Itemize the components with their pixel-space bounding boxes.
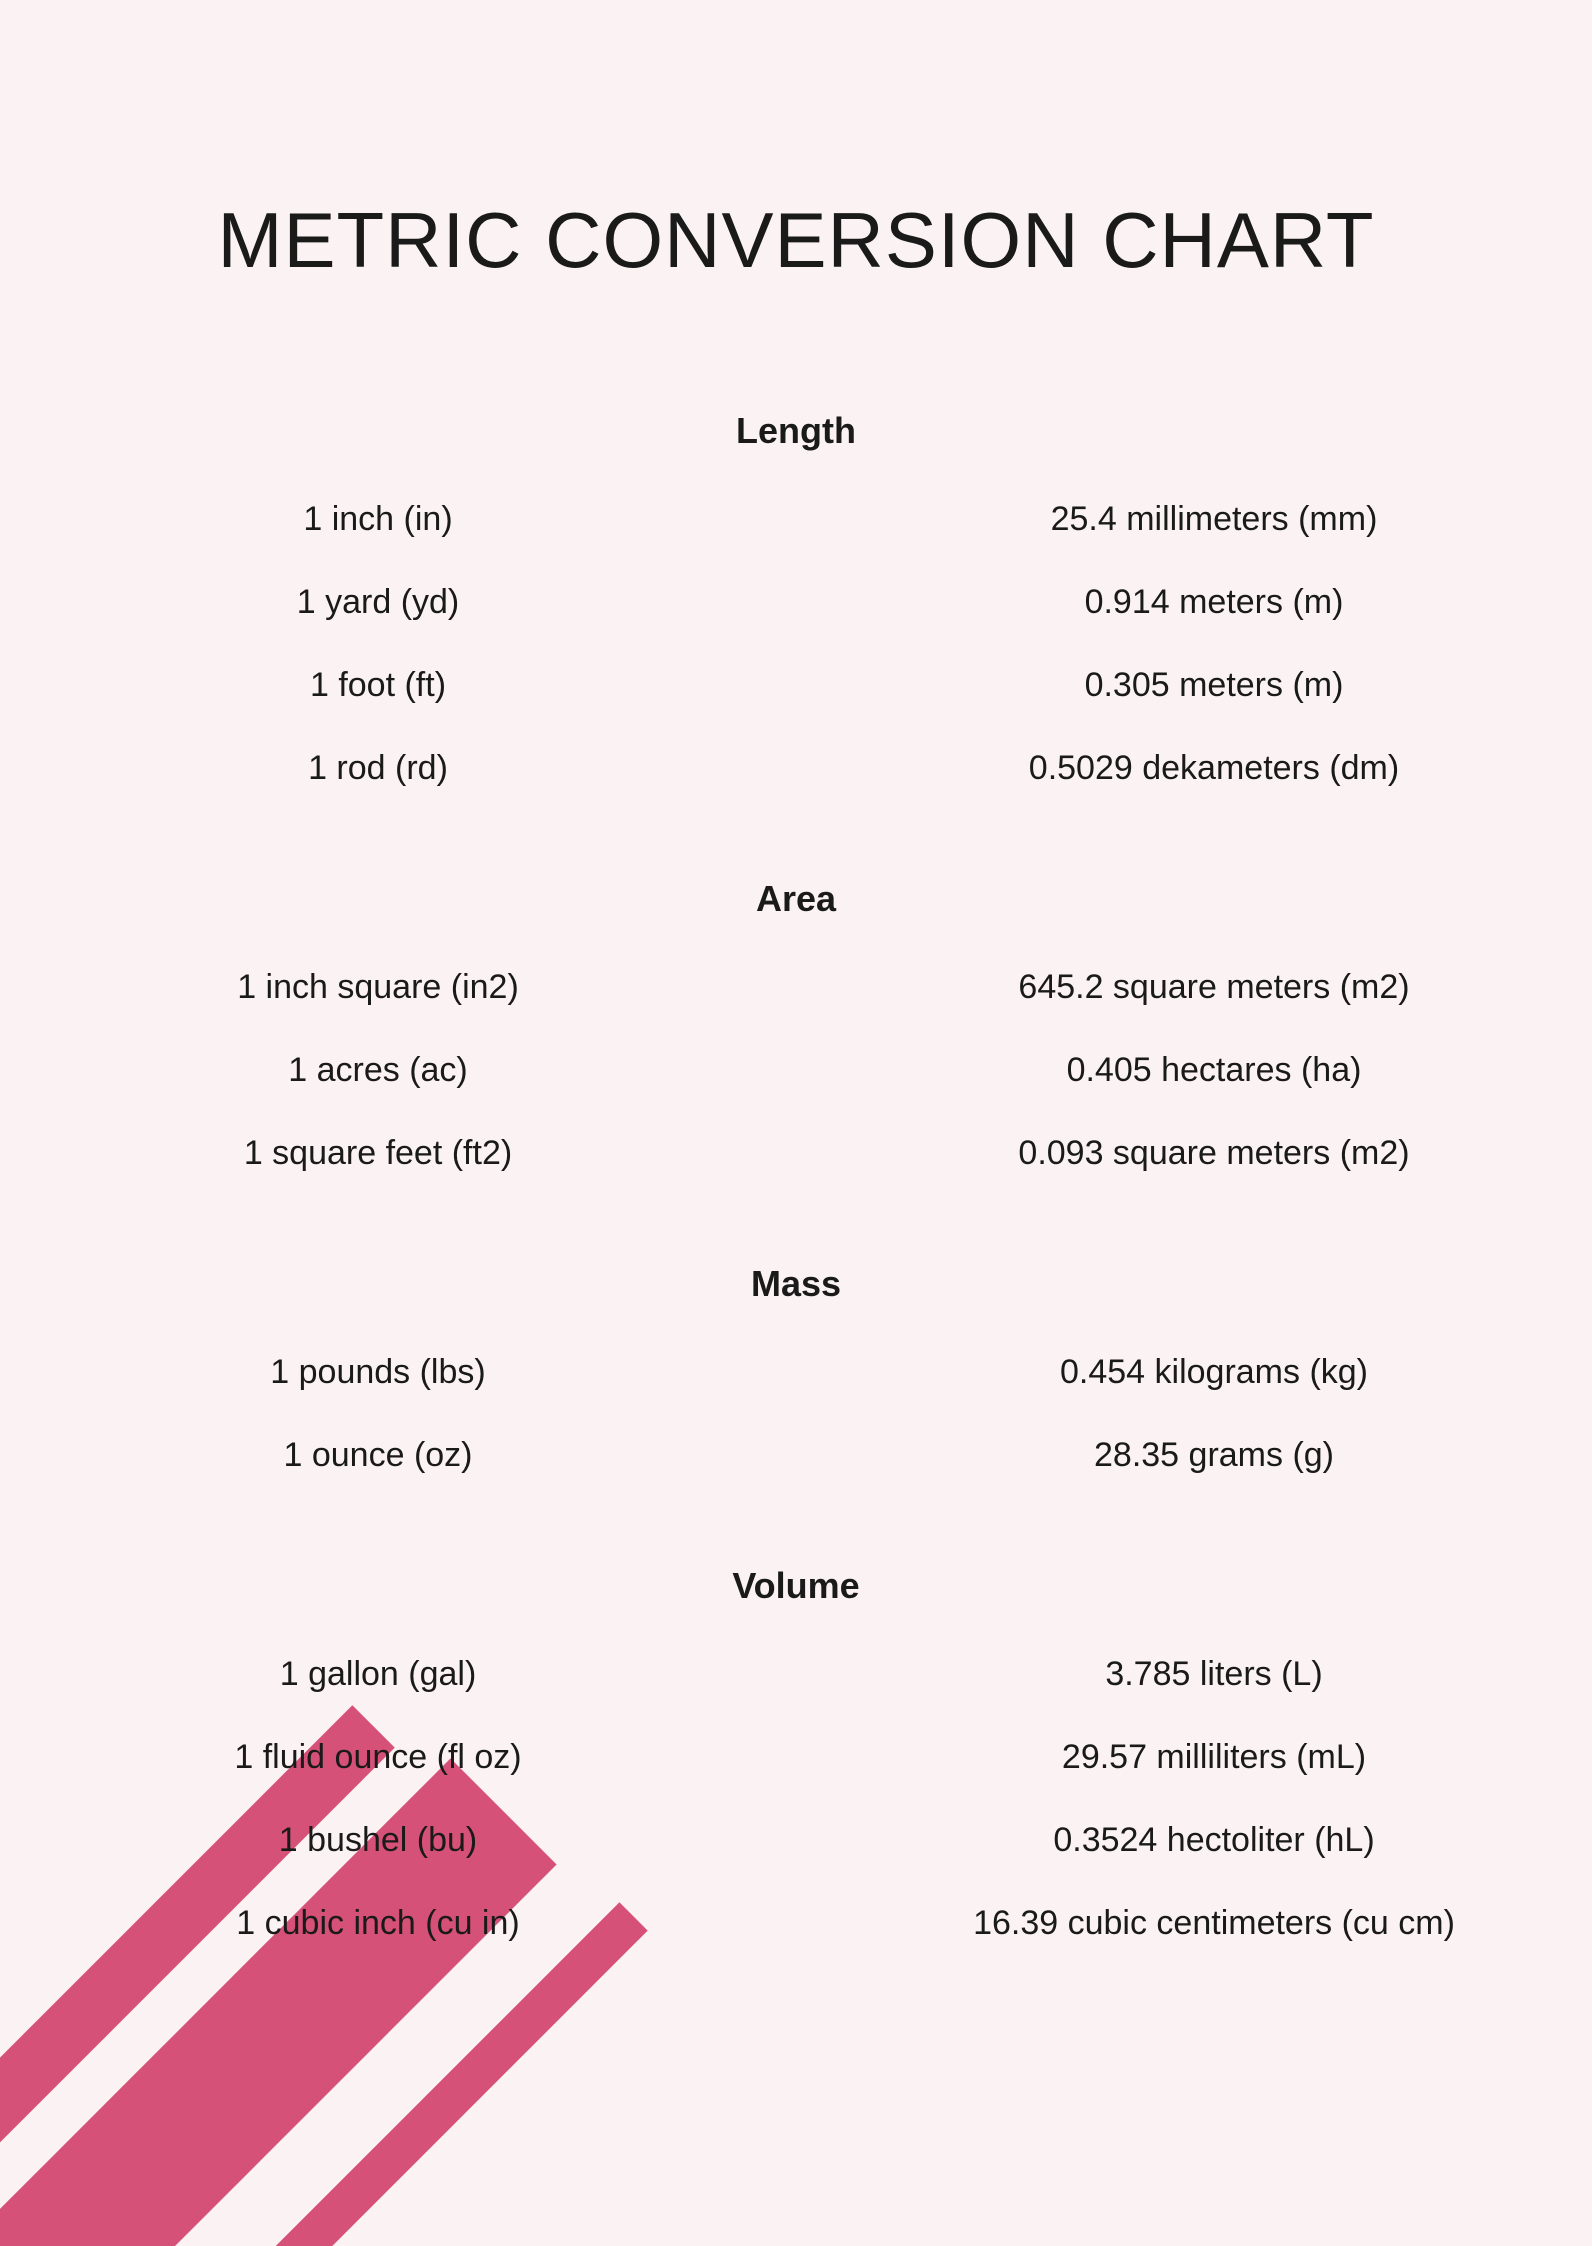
cell-to: 3.785 liters (L) xyxy=(796,1655,1592,1694)
table-row: 1 cubic inch (cu in) 16.39 cubic centime… xyxy=(0,1904,1592,1943)
cell-from: 1 foot (ft) xyxy=(0,666,796,705)
cell-to: 29.57 milliliters (mL) xyxy=(796,1738,1592,1777)
page: METRIC CONVERSION CHART Length 1 inch (i… xyxy=(0,0,1592,2246)
table-row: 1 square feet (ft2) 0.093 square meters … xyxy=(0,1134,1592,1173)
section-heading: Area xyxy=(0,878,1592,920)
cell-to: 0.405 hectares (ha) xyxy=(796,1051,1592,1090)
cell-from: 1 yard (yd) xyxy=(0,583,796,622)
cell-from: 1 inch (in) xyxy=(0,500,796,539)
section-heading: Length xyxy=(0,410,1592,452)
section-length: Length 1 inch (in) 25.4 millimeters (mm)… xyxy=(0,410,1592,788)
table-row: 1 acres (ac) 0.405 hectares (ha) xyxy=(0,1051,1592,1090)
table-row: 1 foot (ft) 0.305 meters (m) xyxy=(0,666,1592,705)
cell-from: 1 gallon (gal) xyxy=(0,1655,796,1694)
cell-to: 25.4 millimeters (mm) xyxy=(796,500,1592,539)
section-volume: Volume 1 gallon (gal) 3.785 liters (L) 1… xyxy=(0,1565,1592,1943)
cell-to: 0.3524 hectoliter (hL) xyxy=(796,1821,1592,1860)
section-area: Area 1 inch square (in2) 645.2 square me… xyxy=(0,878,1592,1173)
cell-to: 28.35 grams (g) xyxy=(796,1436,1592,1475)
table-row: 1 bushel (bu) 0.3524 hectoliter (hL) xyxy=(0,1821,1592,1860)
section-heading: Mass xyxy=(0,1263,1592,1305)
table-row: 1 gallon (gal) 3.785 liters (L) xyxy=(0,1655,1592,1694)
cell-from: 1 inch square (in2) xyxy=(0,968,796,1007)
section-heading: Volume xyxy=(0,1565,1592,1607)
cell-to: 0.454 kilograms (kg) xyxy=(796,1353,1592,1392)
table-row: 1 inch (in) 25.4 millimeters (mm) xyxy=(0,500,1592,539)
page-title: METRIC CONVERSION CHART xyxy=(0,195,1592,286)
cell-to: 645.2 square meters (m2) xyxy=(796,968,1592,1007)
cell-from: 1 acres (ac) xyxy=(0,1051,796,1090)
table-row: 1 fluid ounce (fl oz) 29.57 milliliters … xyxy=(0,1738,1592,1777)
cell-from: 1 fluid ounce (fl oz) xyxy=(0,1738,796,1777)
table-row: 1 pounds (lbs) 0.454 kilograms (kg) xyxy=(0,1353,1592,1392)
cell-to: 0.5029 dekameters (dm) xyxy=(796,749,1592,788)
table-row: 1 yard (yd) 0.914 meters (m) xyxy=(0,583,1592,622)
section-mass: Mass 1 pounds (lbs) 0.454 kilograms (kg)… xyxy=(0,1263,1592,1475)
cell-to: 0.305 meters (m) xyxy=(796,666,1592,705)
cell-from: 1 pounds (lbs) xyxy=(0,1353,796,1392)
cell-from: 1 square feet (ft2) xyxy=(0,1134,796,1173)
table-row: 1 rod (rd) 0.5029 dekameters (dm) xyxy=(0,749,1592,788)
table-row: 1 ounce (oz) 28.35 grams (g) xyxy=(0,1436,1592,1475)
cell-to: 0.093 square meters (m2) xyxy=(796,1134,1592,1173)
cell-from: 1 ounce (oz) xyxy=(0,1436,796,1475)
decor-stripe-tr-1 xyxy=(1366,0,1592,107)
table-row: 1 inch square (in2) 645.2 square meters … xyxy=(0,968,1592,1007)
cell-to: 0.914 meters (m) xyxy=(796,583,1592,622)
decor-stripe-tr-2 xyxy=(1382,0,1592,358)
sections-container: Length 1 inch (in) 25.4 millimeters (mm)… xyxy=(0,400,1592,1943)
cell-from: 1 bushel (bu) xyxy=(0,1821,796,1860)
cell-to: 16.39 cubic centimeters (cu cm) xyxy=(796,1904,1592,1943)
cell-from: 1 rod (rd) xyxy=(0,749,796,788)
cell-from: 1 cubic inch (cu in) xyxy=(0,1904,796,1943)
